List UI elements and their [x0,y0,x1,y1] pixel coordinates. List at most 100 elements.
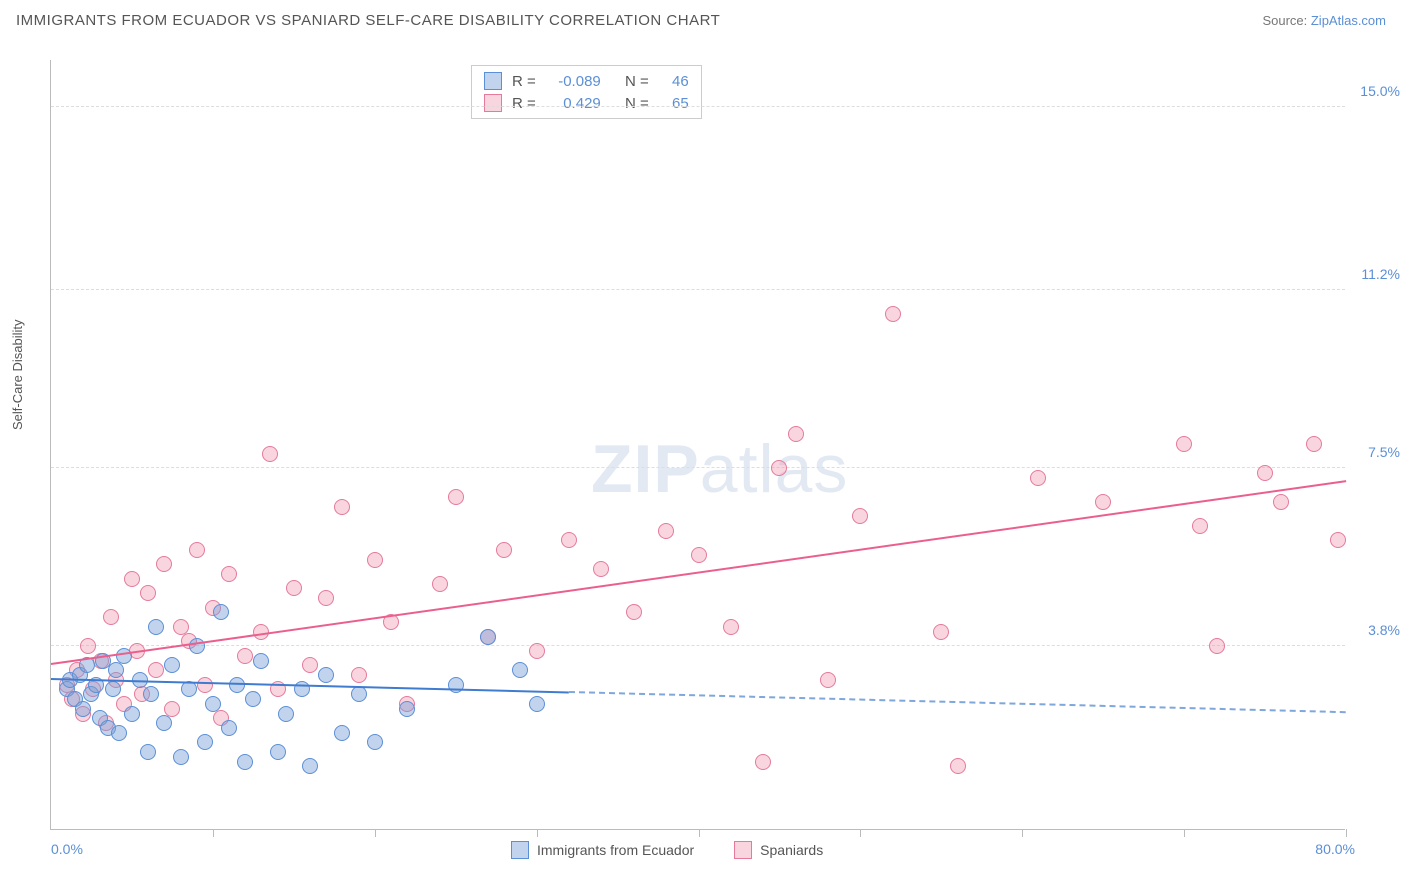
data-point-ecuador [237,754,253,770]
data-point-spaniards [103,609,119,625]
data-point-ecuador [105,681,121,697]
data-point-spaniards [1192,518,1208,534]
data-point-ecuador [173,749,189,765]
data-point-ecuador [278,706,294,722]
gridline-h [51,467,1345,468]
data-point-ecuador [164,657,180,673]
data-point-ecuador [318,667,334,683]
data-point-spaniards [80,638,96,654]
data-point-ecuador [111,725,127,741]
data-point-ecuador [75,701,91,717]
data-point-ecuador [221,720,237,736]
swatch-spaniards-icon [484,94,502,112]
chart-title: IMMIGRANTS FROM ECUADOR VS SPANIARD SELF… [16,12,720,29]
data-point-ecuador [302,758,318,774]
data-point-spaniards [367,552,383,568]
gridline-h [51,289,1345,290]
data-point-ecuador [334,725,350,741]
legend-label-spaniards: Spaniards [760,842,823,858]
data-point-spaniards [755,754,771,770]
data-point-spaniards [189,542,205,558]
data-point-ecuador [205,696,221,712]
data-point-ecuador [399,701,415,717]
x-tick [213,829,214,837]
scatter-plot: ZIPatlas R = -0.089 N = 46 R = 0.429 N =… [50,60,1345,830]
data-point-spaniards [1306,436,1322,452]
y-axis-label: Self-Care Disability [10,319,25,430]
source-link[interactable]: ZipAtlas.com [1311,13,1386,28]
data-point-ecuador [197,734,213,750]
data-point-spaniards [286,580,302,596]
data-point-ecuador [253,653,269,669]
regression-line-ecuador [51,678,569,693]
data-point-spaniards [221,566,237,582]
data-point-spaniards [148,662,164,678]
data-point-ecuador [140,744,156,760]
x-tick [1022,829,1023,837]
data-point-spaniards [885,306,901,322]
y-tick-label: 3.8% [1350,622,1400,638]
y-tick-label: 11.2% [1350,266,1400,282]
data-point-spaniards [852,508,868,524]
x-tick [699,829,700,837]
data-point-spaniards [1176,436,1192,452]
data-point-ecuador [351,686,367,702]
legend-row-b: R = 0.429 N = 65 [484,92,689,114]
x-tick [375,829,376,837]
data-point-spaniards [626,604,642,620]
data-point-ecuador [512,662,528,678]
data-point-ecuador [124,706,140,722]
n-label-a: N = [625,73,649,90]
series-legend: Immigrants from Ecuador Spaniards [511,841,823,859]
watermark: ZIPatlas [591,430,848,508]
r-label-a: R = [512,73,536,90]
data-point-spaniards [950,758,966,774]
data-point-spaniards [561,532,577,548]
data-point-ecuador [245,691,261,707]
data-point-spaniards [448,489,464,505]
data-point-spaniards [1330,532,1346,548]
data-point-ecuador [143,686,159,702]
data-point-ecuador [270,744,286,760]
x-tick [1184,829,1185,837]
r-value-a: -0.089 [546,73,601,90]
data-point-ecuador [181,681,197,697]
data-point-spaniards [1030,470,1046,486]
data-point-spaniards [723,619,739,635]
source-attribution: Source: ZipAtlas.com [1262,13,1386,28]
data-point-ecuador [156,715,172,731]
data-point-spaniards [1209,638,1225,654]
x-tick [537,829,538,837]
legend-row-a: R = -0.089 N = 46 [484,70,689,92]
data-point-ecuador [480,629,496,645]
legend-label-ecuador: Immigrants from Ecuador [537,842,694,858]
regression-line-spaniards [51,481,1346,666]
x-tick [1346,829,1347,837]
gridline-h [51,106,1345,107]
correlation-legend: R = -0.089 N = 46 R = 0.429 N = 65 [471,65,702,119]
gridline-h [51,645,1345,646]
data-point-spaniards [262,446,278,462]
data-point-spaniards [302,657,318,673]
data-point-spaniards [691,547,707,563]
x-axis-min-label: 0.0% [51,841,83,857]
data-point-ecuador [367,734,383,750]
data-point-ecuador [213,604,229,620]
n-label-b: N = [625,95,649,112]
data-point-spaniards [1095,494,1111,510]
legend-item-ecuador: Immigrants from Ecuador [511,841,694,859]
data-point-spaniards [237,648,253,664]
watermark-zip: ZIP [591,431,700,507]
data-point-spaniards [1273,494,1289,510]
data-point-spaniards [197,677,213,693]
data-point-spaniards [593,561,609,577]
y-tick-label: 7.5% [1350,444,1400,460]
data-point-spaniards [788,426,804,442]
source-prefix: Source: [1262,13,1310,28]
data-point-spaniards [432,576,448,592]
x-tick [860,829,861,837]
legend-item-spaniards: Spaniards [734,841,823,859]
data-point-spaniards [318,590,334,606]
r-label-b: R = [512,95,536,112]
data-point-ecuador [148,619,164,635]
